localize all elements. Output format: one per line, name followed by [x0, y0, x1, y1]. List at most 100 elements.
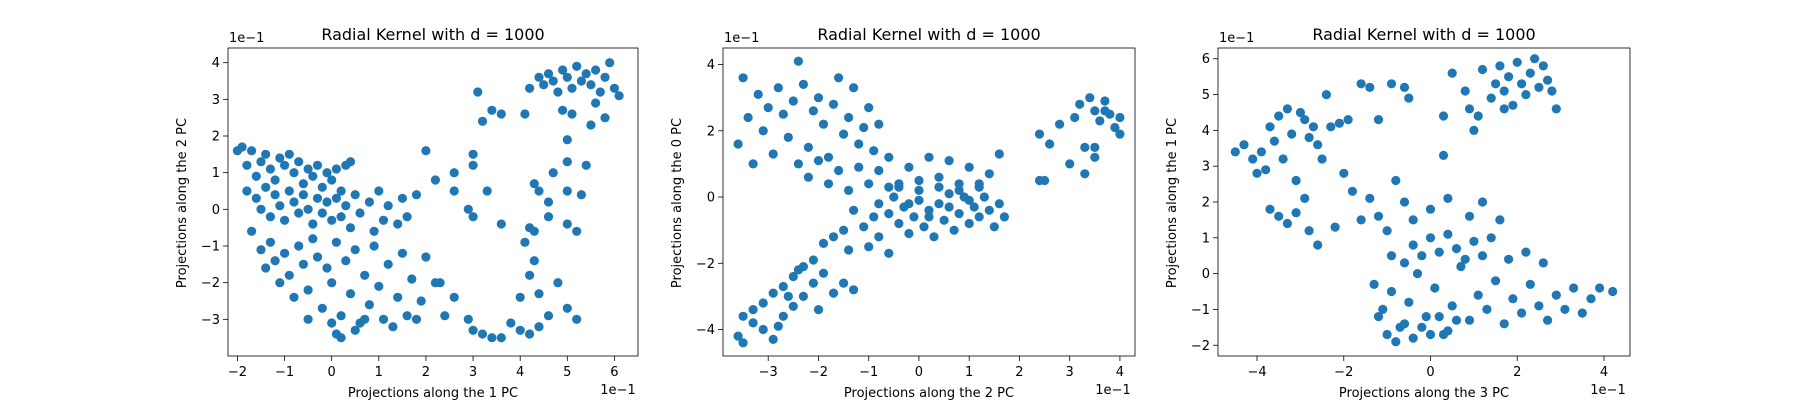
y-tick-label: 6 — [1202, 52, 1210, 67]
data-point — [327, 318, 337, 328]
data-point — [539, 80, 549, 90]
data-point — [994, 149, 1004, 159]
y-tick-label: −3 — [201, 313, 220, 328]
data-point — [261, 182, 271, 192]
data-point — [874, 232, 884, 242]
data-point — [1543, 315, 1553, 325]
y-tick-label: 2 — [1202, 196, 1210, 211]
data-point — [350, 190, 360, 200]
data-point — [1334, 118, 1344, 128]
data-point — [1434, 312, 1444, 322]
data-point — [496, 219, 506, 229]
data-point — [1460, 86, 1470, 96]
data-point — [1534, 82, 1544, 92]
data-point — [1265, 204, 1275, 214]
data-point — [834, 73, 844, 83]
data-point — [1495, 61, 1505, 71]
data-point — [1373, 312, 1384, 322]
data-point — [823, 152, 834, 162]
data-point — [468, 160, 478, 170]
x-tick-label: −4 — [1247, 365, 1266, 380]
data-point — [1386, 286, 1397, 297]
data-point — [1110, 122, 1120, 133]
data-point — [572, 61, 582, 71]
data-point — [828, 99, 839, 109]
data-point — [808, 255, 819, 265]
data-point — [1391, 175, 1401, 186]
data-point — [430, 175, 440, 185]
data-point — [242, 160, 252, 170]
data-point — [773, 321, 783, 331]
data-point — [572, 314, 582, 324]
data-point — [374, 281, 384, 291]
x-tick-label: 0 — [328, 365, 336, 380]
data-point — [823, 179, 834, 189]
data-point — [562, 219, 572, 229]
data-point — [1278, 154, 1288, 164]
data-point — [383, 259, 393, 269]
x-tick-label: −1 — [859, 365, 878, 380]
data-point — [265, 164, 275, 174]
y-tick-label: 5 — [1202, 88, 1210, 103]
data-point — [768, 288, 778, 298]
y-axis-multiplier: 1e−1 — [229, 31, 264, 46]
data-point — [854, 139, 864, 149]
data-point — [914, 185, 924, 195]
x-tick-label: −1 — [275, 365, 294, 380]
data-point — [482, 186, 492, 196]
scatter-panel-2: Radial Kernel with d = 1000 Projections … — [670, 25, 1136, 400]
data-point — [600, 72, 610, 82]
data-point — [1295, 107, 1305, 118]
data-point — [1504, 72, 1514, 82]
data-point — [1530, 54, 1540, 64]
data-point — [778, 281, 788, 292]
data-point — [1447, 68, 1457, 78]
x-tick-label: −3 — [759, 365, 778, 380]
data-point — [798, 79, 809, 89]
data-point — [270, 190, 280, 200]
data-point — [303, 204, 313, 214]
x-tick-label: 4 — [516, 365, 524, 380]
data-point — [964, 218, 974, 229]
data-point — [558, 105, 568, 115]
x-tick-label: 3 — [469, 365, 477, 380]
data-point — [289, 168, 299, 178]
data-point — [828, 232, 839, 242]
data-point — [270, 175, 280, 185]
data-point — [383, 201, 393, 211]
data-point — [421, 146, 431, 156]
data-point — [303, 164, 313, 174]
data-point — [1456, 261, 1466, 272]
data-point — [1512, 57, 1522, 67]
x-tick-label: 4 — [1600, 365, 1608, 380]
data-point — [393, 219, 403, 229]
data-point — [1438, 111, 1449, 121]
data-point — [275, 153, 285, 163]
data-point — [1386, 79, 1397, 89]
data-point — [964, 195, 974, 205]
data-point — [317, 208, 327, 218]
data-point — [360, 270, 370, 280]
data-point — [1100, 96, 1110, 106]
data-point — [1508, 100, 1518, 110]
data-point — [496, 333, 506, 343]
data-point — [534, 186, 544, 196]
data-point — [520, 109, 530, 119]
data-point — [317, 182, 327, 192]
y-tick-label: −1 — [201, 240, 220, 255]
data-point — [609, 83, 620, 93]
data-point — [1499, 104, 1509, 114]
data-point — [595, 87, 605, 97]
data-point — [1534, 301, 1544, 311]
plot-frame — [722, 47, 1136, 357]
data-point — [402, 212, 412, 222]
data-point — [327, 215, 337, 225]
data-point — [1265, 122, 1275, 132]
data-point — [1608, 286, 1618, 297]
data-point — [1282, 218, 1292, 229]
data-point — [1447, 301, 1457, 311]
data-point — [1543, 75, 1553, 85]
data-point — [1399, 258, 1410, 268]
data-point — [378, 314, 389, 324]
